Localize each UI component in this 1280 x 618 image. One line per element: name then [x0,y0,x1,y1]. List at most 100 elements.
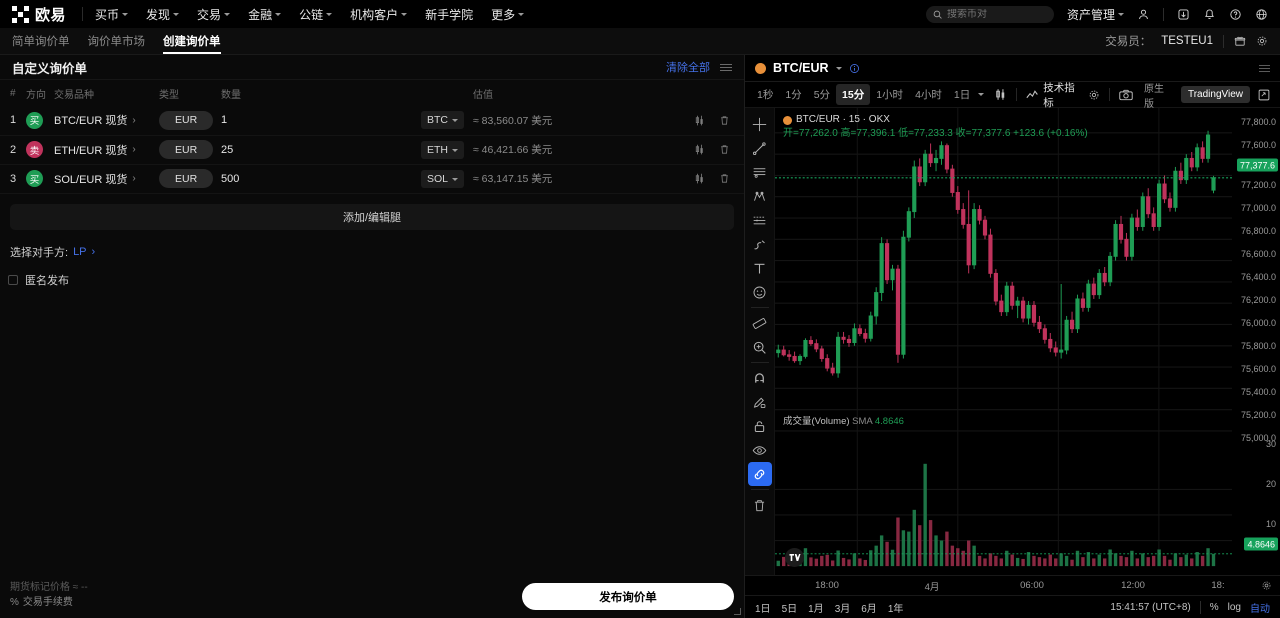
timeframe-1d[interactable]: 1日 [953,89,971,101]
row-instrument[interactable]: ETH/EUR 现货 › [54,135,159,164]
chart-panel-grip-icon[interactable] [1259,64,1270,72]
gift-icon[interactable] [1234,35,1246,47]
timeframe-1s[interactable]: 1秒 [757,89,774,101]
indicators-label[interactable]: 技术指标 [1043,81,1075,109]
row-type[interactable]: EUR [159,164,221,193]
chart-icon[interactable] [694,173,705,184]
currency-select[interactable]: BTC [421,111,464,130]
direction-badge[interactable]: 买 [26,170,43,187]
search-input[interactable] [946,8,1047,20]
quantity-input[interactable]: 1 [221,114,228,127]
counterparty-value[interactable]: LP [73,245,87,258]
help-icon[interactable] [1229,8,1242,21]
horizontal-lines-icon[interactable] [748,160,772,184]
eye-icon[interactable] [748,438,772,462]
add-edit-leg-button[interactable]: 添加/编辑腿 [10,203,734,230]
magnet-icon[interactable] [748,366,772,390]
chevron-down-icon[interactable] [835,67,842,70]
user-icon[interactable] [1137,8,1150,21]
nav-item-buy-crypto[interactable]: 买币 [95,6,129,23]
row-currency[interactable]: ETH [421,135,473,164]
chevron-down-icon[interactable] [978,93,985,96]
quantity-input[interactable]: 25 [221,143,234,156]
tab-rfq-market[interactable]: 询价单市场 [87,36,146,48]
tradingview-button[interactable]: TradingView [1180,86,1250,103]
native-version-button[interactable]: 原生版 [1144,83,1164,110]
okx-logo[interactable]: 欧易 [12,4,66,25]
gear-icon[interactable] [1256,35,1268,47]
log-scale-button[interactable]: log [1227,601,1241,613]
row-direction[interactable]: 买 [26,164,54,193]
row-instrument[interactable]: SOL/EUR 现货 › [54,164,159,193]
currency-select[interactable]: SOL [421,169,465,188]
clear-all-button[interactable]: 清除全部 [666,62,710,74]
time-axis[interactable]: 18:00 4月 06:00 12:00 18: [745,575,1280,595]
nav-item-institutional[interactable]: 机构客户 [350,6,408,23]
currency-select[interactable]: ETH [421,140,464,159]
direction-badge[interactable]: 买 [26,111,43,129]
percent-scale-button[interactable]: % [1209,601,1219,613]
fullscreen-icon[interactable] [1254,89,1274,101]
delete-icon[interactable] [719,115,730,126]
row-instrument[interactable]: BTC/EUR 现货 › [54,106,159,135]
timeframe-5m[interactable]: 5分 [813,89,831,101]
row-quantity[interactable]: 1 [221,106,421,135]
crosshair-icon[interactable] [748,112,772,136]
lock-icon[interactable] [748,414,772,438]
range-1d[interactable]: 1日 [755,603,771,615]
row-quantity[interactable]: 500 [221,164,421,193]
nav-item-academy[interactable]: 新手学院 [425,6,473,23]
chart-canvas[interactable]: BTC/EUR · 15 · OKX 开=77,262.0 高=77,396.1… [775,108,1232,575]
timeframe-4h[interactable]: 4小时 [915,89,942,101]
row-type[interactable]: EUR [159,135,221,164]
row-currency[interactable]: SOL [421,164,473,193]
nav-item-trade[interactable]: 交易 [197,6,231,23]
tradingview-logo-icon[interactable] [785,548,804,567]
candlestick-type-icon[interactable] [990,88,1011,101]
direction-badge[interactable]: 卖 [26,141,43,158]
emoji-icon[interactable] [748,280,772,304]
row-direction[interactable]: 卖 [26,135,54,164]
indicators-icon[interactable] [1022,88,1043,101]
tab-create-rfq[interactable]: 创建询价单 [163,28,221,54]
timeframe-1h[interactable]: 1小时 [876,89,904,101]
timeframe-1m[interactable]: 1分 [785,89,802,101]
range-1y[interactable]: 1年 [887,603,904,615]
text-icon[interactable] [748,256,772,280]
brush-icon[interactable] [748,232,772,256]
nav-item-more[interactable]: 更多 [491,6,525,23]
auto-scale-button[interactable]: 自动 [1250,603,1270,615]
range-6mo[interactable]: 6月 [861,603,877,615]
time-axis-settings-icon[interactable] [1261,580,1272,591]
row-direction[interactable]: 买 [26,106,54,135]
row-currency[interactable]: BTC [421,106,473,135]
range-3mo[interactable]: 3月 [834,603,851,615]
publish-rfq-button[interactable]: 发布询价单 [522,583,734,610]
nav-item-finance[interactable]: 金融 [248,6,282,23]
chart-icon[interactable] [694,144,705,155]
resize-handle[interactable] [734,608,741,615]
chart-icon[interactable] [694,115,705,126]
pitchfork-icon[interactable] [748,184,772,208]
nav-item-discover[interactable]: 发现 [146,6,180,23]
anonymous-checkbox[interactable] [8,274,18,285]
fib-icon[interactable] [748,208,772,232]
type-pill[interactable]: EUR [159,110,214,130]
quantity-input[interactable]: 500 [221,172,240,185]
type-pill[interactable]: EUR [159,140,214,159]
trendline-icon[interactable] [748,136,772,160]
camera-snapshot-icon[interactable] [1115,89,1137,101]
row-type[interactable]: EUR [159,106,221,135]
download-icon[interactable] [1177,8,1190,21]
price-axis[interactable]: 77,800.0 77,600.0 77,377.6 77,200.0 77,0… [1232,108,1280,575]
type-pill[interactable]: EUR [159,169,214,188]
zoom-icon[interactable] [748,335,772,359]
panel-grip-icon[interactable] [720,63,732,71]
timeframe-15m[interactable]: 15分 [836,84,871,105]
delete-icon[interactable] [719,173,730,184]
link-icon[interactable] [747,462,772,486]
nav-item-asset-management[interactable]: 资产管理 [1067,6,1124,23]
chart-settings-gear-icon[interactable] [1084,89,1104,101]
ruler-icon[interactable] [748,311,772,335]
pencil-lock-icon[interactable] [748,390,772,414]
